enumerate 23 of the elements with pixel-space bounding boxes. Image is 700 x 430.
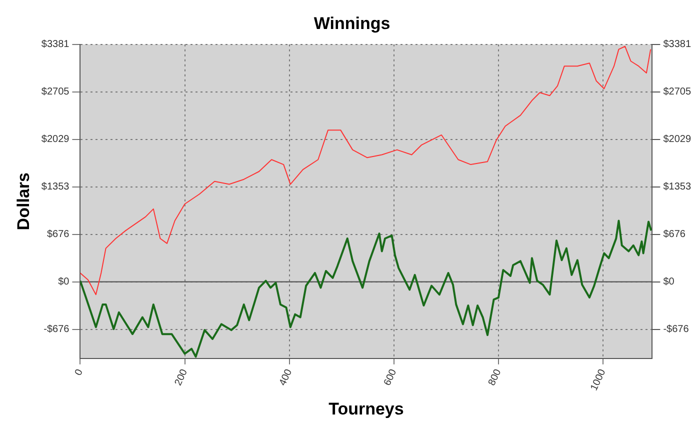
y-tick-label: $2029: [41, 134, 70, 146]
x-tick-label: 1000: [588, 367, 608, 392]
x-tick-label: 800: [486, 367, 504, 388]
y2-tick-label: $676: [663, 229, 686, 240]
x-tick-label: 600: [382, 367, 400, 388]
y2-tick-label: $2705: [663, 86, 692, 98]
y-axis-title: Dollars: [14, 172, 33, 230]
y2-tick-label: $0: [663, 276, 675, 288]
chart-title: Winnings: [314, 14, 390, 33]
x-tick-label: 0: [73, 367, 86, 378]
x-axis-title: Tourneys: [328, 399, 404, 418]
x-tick-label: 400: [278, 367, 295, 388]
y2-tick-label: $2029: [663, 134, 692, 146]
y-tick-label: -$676: [44, 324, 70, 336]
y-tick-label: $3381: [41, 39, 70, 50]
y-tick-label: $676: [46, 229, 70, 240]
y-tick-label: $2705: [41, 86, 70, 98]
y-tick-label: $0: [58, 276, 70, 288]
y2-tick-label: -$676: [663, 324, 690, 336]
y-tick-label: $1353: [41, 182, 70, 193]
y2-tick-label: $3381: [663, 39, 692, 50]
x-tick-label: 200: [172, 367, 190, 388]
y2-tick-label: $1353: [663, 182, 692, 193]
